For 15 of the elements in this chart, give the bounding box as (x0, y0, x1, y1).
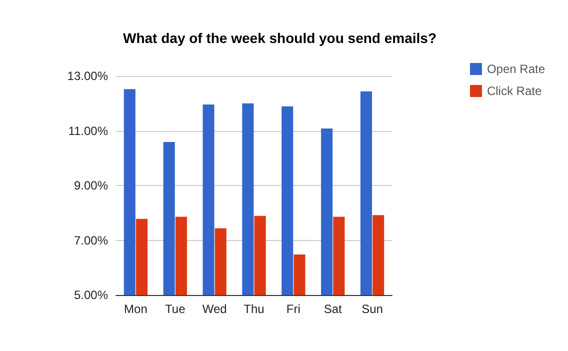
x-tick-label: Wed (202, 302, 227, 316)
y-tick-label: 11.00% (68, 124, 108, 138)
legend-label: Open Rate (486, 62, 546, 76)
x-tick-label: Mon (124, 302, 148, 316)
y-tick-label: 7.00% (74, 233, 108, 248)
x-tick-label: Sun (362, 302, 383, 316)
y-tick-label: 5.00% (74, 288, 108, 302)
x-tick-label: Tue (165, 302, 186, 316)
x-tick-label: Fri (286, 302, 300, 316)
legend-label: Click Rate (486, 84, 542, 98)
y-tick-label: 9.00% (74, 178, 108, 192)
x-tick-label: Thu (244, 302, 264, 316)
x-tick-label: Sat (324, 302, 343, 316)
chart-title: What day of the week should you send emails? (123, 30, 437, 46)
y-tick-label: 13.00% (67, 69, 108, 83)
